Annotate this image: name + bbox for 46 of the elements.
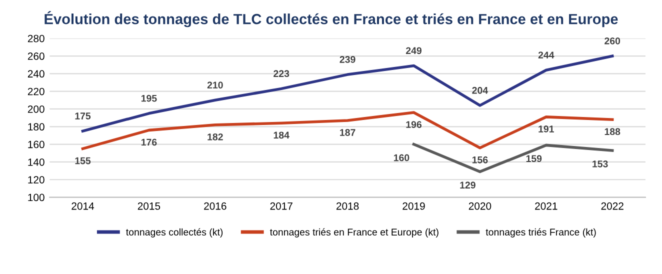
y-tick-label: 280 [28,34,44,42]
x-tick-label: 2017 [270,202,292,210]
data-label: 156 [472,156,488,164]
data-label: 182 [208,133,223,140]
y-tick-label: 120 [28,176,44,184]
line-series [412,142,614,174]
x-tick-label: 2021 [535,202,558,210]
x-tick-label: 2014 [72,202,94,210]
y-tick-label: 240 [28,70,44,78]
x-tick-label: 2015 [138,202,160,210]
chart-title: Évolution des tonnages de TLC collectés en France et triés en France et en Europe [44,11,618,28]
data-label: 260 [604,37,620,44]
x-tick-label: 2020 [468,202,492,210]
data-label: 244 [538,52,554,58]
legend-label: tonnages triés France (kt) [486,228,596,238]
legend-label: tonnages collectés (kt) [126,228,223,238]
data-label: 196 [406,121,422,128]
data-label: 191 [538,126,554,132]
x-tick-label: 2019 [402,202,425,210]
y-tick-label: 100 [28,194,44,202]
data-label: 176 [141,138,157,146]
data-label: 155 [75,157,91,164]
data-label: 239 [340,56,356,63]
data-label: 129 [460,182,476,189]
data-label: 188 [604,128,620,136]
data-label: 195 [141,94,157,102]
y-tick-label: 160 [28,140,44,148]
data-label: 153 [592,160,608,168]
data-label: 249 [406,47,422,54]
y-tick-label: 140 [28,158,44,166]
data-label: 175 [75,112,91,120]
y-tick-label: 260 [28,52,44,60]
y-tick-label: 220 [28,88,44,96]
x-tick-label: 2022 [601,202,624,210]
data-label: 204 [472,86,488,94]
data-label: 184 [274,132,290,139]
y-tick-label: 200 [28,105,44,113]
data-label: 223 [274,70,290,78]
data-label: 159 [526,155,542,162]
data-label: 210 [207,82,223,89]
data-label: 187 [340,129,356,136]
y-tick-label: 180 [28,123,44,131]
x-tick-label: 2016 [204,202,226,210]
data-label: 160 [394,154,410,162]
legend-label: tonnages triés en France et Europe (kt) [270,228,438,238]
x-tick-label: 2018 [336,202,359,210]
